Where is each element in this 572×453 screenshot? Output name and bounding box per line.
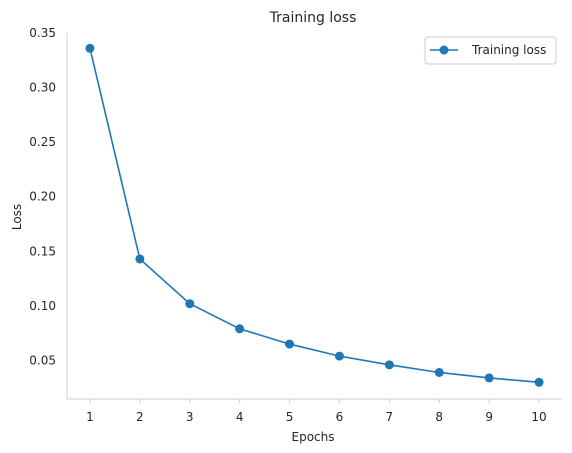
data-point-epoch-5 bbox=[285, 339, 295, 349]
x-axis-ticks: 1 2 3 4 5 6 7 8 9 10 bbox=[86, 399, 547, 424]
legend-marker-swatch bbox=[439, 45, 449, 55]
legend-label: Training loss bbox=[471, 43, 546, 57]
x-tick-label: 6 bbox=[336, 410, 344, 424]
x-tick-label: 7 bbox=[386, 410, 394, 424]
data-point-epoch-2 bbox=[135, 254, 145, 264]
y-tick-label: 0.10 bbox=[29, 299, 56, 313]
legend-box bbox=[424, 36, 557, 65]
data-point-epoch-1 bbox=[85, 43, 95, 53]
y-axis-label: Loss bbox=[10, 204, 24, 230]
x-tick-label: 9 bbox=[485, 410, 493, 424]
legend: Training loss bbox=[424, 36, 557, 65]
y-tick-label: 0.15 bbox=[29, 244, 56, 258]
y-tick-label: 0.35 bbox=[29, 26, 56, 40]
chart-title: Training loss bbox=[269, 10, 357, 26]
series-layer bbox=[85, 43, 544, 387]
data-point-epoch-8 bbox=[434, 367, 444, 377]
x-tick-label: 1 bbox=[86, 410, 94, 424]
data-point-epoch-7 bbox=[384, 360, 394, 370]
data-point-epoch-10 bbox=[534, 377, 544, 387]
data-point-epoch-4 bbox=[235, 324, 245, 334]
x-tick-label: 3 bbox=[186, 410, 194, 424]
x-tick-label: 2 bbox=[136, 410, 144, 424]
data-point-epoch-9 bbox=[484, 373, 494, 383]
x-tick-label: 5 bbox=[286, 410, 294, 424]
y-axis-ticks: 0.05 0.10 0.15 0.20 0.25 0.30 0.35 bbox=[29, 26, 56, 367]
x-tick-label: 8 bbox=[435, 410, 443, 424]
x-axis-label: Epochs bbox=[292, 430, 335, 444]
y-tick-label: 0.25 bbox=[29, 135, 56, 149]
y-tick-label: 0.30 bbox=[29, 81, 56, 95]
series-line-training-loss bbox=[89, 48, 540, 384]
x-tick-label: 10 bbox=[531, 410, 546, 424]
x-tick-label: 4 bbox=[236, 410, 244, 424]
y-tick-label: 0.05 bbox=[29, 353, 56, 367]
y-tick-label: 0.20 bbox=[29, 190, 56, 204]
data-point-epoch-6 bbox=[334, 351, 344, 361]
data-point-epoch-3 bbox=[185, 299, 195, 309]
